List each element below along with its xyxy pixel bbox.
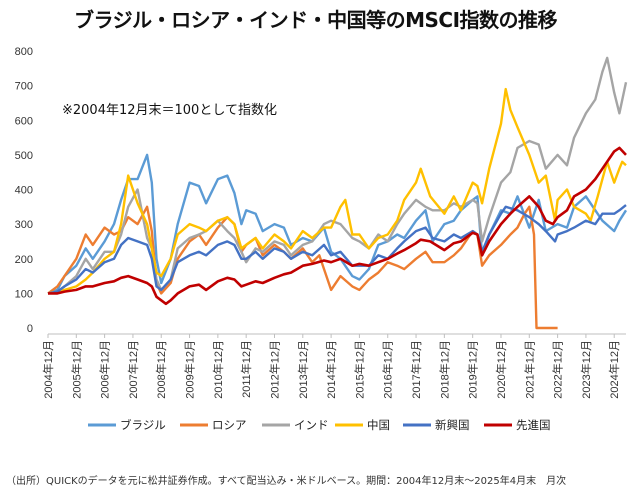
x-tick-label: 2005年12月 [69,340,83,399]
x-tick-label: 2020年12月 [494,340,508,399]
x-tick-label: 2018年12月 [437,340,451,399]
x-tick-label: 2006年12月 [98,340,112,399]
x-tick-label: 2009年12月 [183,340,197,399]
legend-label: 新興国 [435,418,470,432]
legend-label: ロシア [212,418,247,432]
y-tick-label: 500 [15,150,33,162]
chart-title: ブラジル・ロシア・インド・中国等のMSCI指数の推移 [73,8,558,32]
x-tick-label: 2007年12月 [126,340,140,399]
series-line-1 [47,205,558,330]
y-tick-label: 800 [15,46,33,58]
x-tick-label: 2008年12月 [154,340,168,399]
series-line-3 [47,87,627,295]
y-tick-label: 200 [15,254,33,266]
x-tick-label: 2023年12月 [579,340,593,399]
legend-label: ブラジル [120,418,166,432]
y-tick-label: 100 [15,288,33,300]
series-line-5 [48,146,627,306]
x-tick-label: 2012年12月 [267,340,281,399]
y-tick-label: 300 [15,219,33,231]
legend-label: 先進国 [516,418,551,432]
y-tick-label: 400 [15,185,33,197]
legend-label: インド [294,418,329,432]
series-line-0 [47,153,628,295]
legend-label: 中国 [367,418,390,432]
x-tick-label: 2013年12月 [296,340,310,399]
series-line-2 [47,56,628,295]
x-tick-label: 2015年12月 [352,340,366,399]
x-tick-label: 2004年12月 [41,340,55,399]
x-tick-label: 2014年12月 [324,340,338,399]
x-tick-label: 2010年12月 [211,340,225,399]
x-tick-label: 2011年12月 [239,340,253,398]
chart-plot: 0 100 200 300 400 500 600 700 800 2004年12月 2005年12… [15,46,628,432]
y-tick-label: 600 [15,115,33,127]
series-line-4 [47,204,627,295]
x-tick-label: 2021年12月 [522,340,536,399]
source-note: （出所）QUICKのデータを元に松井証券作成。すべて配当込み・米ドルベース。期間… [6,476,567,487]
x-tick-label: 2017年12月 [409,340,423,399]
x-tick-label: 2024年12月 [607,340,621,399]
y-tick-label: 700 [15,81,33,93]
y-tick-label: 0 [27,323,33,335]
x-tick-label: 2016年12月 [381,340,395,399]
index-annotation: ※2004年12月末＝100として指数化 [62,103,277,118]
x-tick-label: 2019年12月 [466,340,480,399]
x-tick-label: 2022年12月 [551,340,565,399]
